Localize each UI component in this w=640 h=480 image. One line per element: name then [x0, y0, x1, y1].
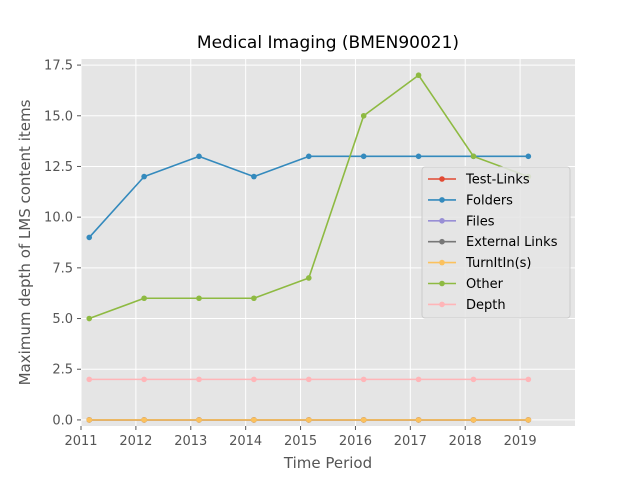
data-point-turnitin-s [470, 417, 477, 423]
y-tick-label: 2.5 [52, 363, 73, 378]
data-point-depth [525, 376, 532, 383]
legend-label: External Links [466, 235, 558, 250]
data-point-turnitin-s [525, 417, 532, 423]
legend-item-other: Other [428, 277, 504, 292]
legend-box [421, 166, 571, 319]
y-tick-label: 12.5 [44, 160, 73, 175]
x-tick-label: 2018 [449, 434, 482, 449]
x-tick-label: 2013 [174, 434, 207, 449]
x-tick-label: 2012 [119, 434, 152, 449]
data-point-other [305, 275, 312, 281]
legend-swatch-marker [439, 238, 445, 245]
legend-swatch-marker [439, 197, 445, 203]
x-tick-label: 2016 [339, 434, 372, 449]
data-point-folders [251, 173, 257, 180]
series-layer [86, 72, 532, 423]
data-point-folders [415, 153, 422, 160]
x-tick-label: 2015 [284, 434, 317, 449]
legend-label: Files [466, 214, 495, 229]
series-depth [86, 376, 532, 383]
data-point-depth [86, 376, 93, 383]
data-point-depth [360, 376, 367, 383]
y-axis-label: Maximum depth of LMS content items [16, 99, 34, 385]
chart-title: Medical Imaging (BMEN90021) [197, 33, 459, 53]
legend-label: Depth [466, 298, 506, 313]
legend: Test-Links Folders Files External Links Turn… [421, 166, 571, 319]
data-point-turnitin-s [251, 417, 257, 423]
series-turnitin-s [86, 417, 532, 423]
legend-swatch-marker [439, 176, 445, 182]
data-point-folders [86, 234, 93, 241]
data-point-turnitin-s [415, 417, 422, 423]
x-tick-label: 2014 [229, 434, 262, 449]
y-tick-label: 10.0 [44, 211, 73, 226]
data-point-other [251, 295, 257, 302]
data-point-folders [196, 153, 202, 160]
x-tick-label: 2017 [394, 434, 427, 449]
data-point-depth [470, 376, 477, 383]
data-point-other [86, 315, 93, 322]
data-point-turnitin-s [141, 417, 147, 423]
data-point-other [470, 153, 477, 160]
data-point-depth [196, 376, 202, 383]
y-tick-label: 17.5 [44, 59, 73, 74]
legend-item-depth: Depth [428, 298, 506, 313]
data-point-turnitin-s [305, 417, 312, 423]
data-point-folders [525, 153, 532, 160]
axis-ticks: 2011 2012 2013 2014 2015 2016 2017 2018 2019 0.0 2… [44, 59, 537, 449]
data-point-other [141, 295, 147, 302]
data-point-other [415, 72, 422, 79]
legend-label: Other [466, 277, 504, 292]
data-point-folders [141, 173, 147, 180]
x-tick-label: 2011 [64, 434, 97, 449]
legend-swatch-marker [439, 280, 445, 287]
legend-item-folders: Folders [428, 193, 513, 208]
legend-swatch-marker [439, 218, 445, 224]
y-tick-label: 7.5 [52, 261, 73, 276]
legend-item-external-links: External Links [428, 235, 558, 250]
legend-swatch-marker [439, 259, 445, 266]
legend-item-turnitin-s: TurnItIn(s) [428, 256, 531, 271]
legend-label: TurnItIn(s) [465, 256, 531, 271]
legend-item-test-links: Test-Links [428, 173, 530, 188]
legend-label: Folders [466, 193, 513, 208]
data-point-other [196, 295, 202, 302]
data-point-turnitin-s [360, 417, 367, 423]
data-point-turnitin-s [196, 417, 202, 423]
data-point-folders [305, 153, 312, 160]
data-point-depth [251, 376, 257, 383]
legend-label: Test-Links [465, 173, 530, 188]
y-tick-label: 5.0 [52, 312, 73, 327]
data-point-turnitin-s [86, 417, 93, 423]
x-tick-label: 2019 [504, 434, 537, 449]
x-axis-label: Time Period [283, 454, 372, 472]
y-tick-label: 15.0 [44, 109, 73, 124]
y-tick-label: 0.0 [52, 413, 73, 428]
data-point-depth [141, 376, 147, 383]
data-point-depth [415, 376, 422, 383]
data-point-other [360, 112, 367, 119]
legend-swatch-marker [439, 301, 445, 308]
data-point-depth [305, 376, 312, 383]
legend-item-files: Files [428, 214, 495, 229]
data-point-folders [360, 153, 367, 160]
